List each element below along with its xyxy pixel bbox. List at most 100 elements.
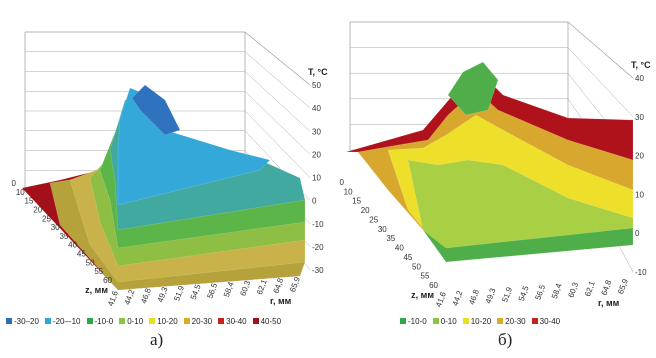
depth-tick-label: 20: [33, 205, 42, 214]
x-axis-label: r, мм: [270, 296, 292, 306]
legend-swatch: [462, 318, 469, 324]
x-tick-label: 60,3: [238, 279, 252, 297]
legend-label: -10-0: [408, 317, 427, 326]
z-tick-label: -30: [312, 266, 324, 275]
legend-item: -10-0: [400, 317, 427, 326]
legend-label: -10-0: [94, 317, 114, 326]
z-tick-label: 20: [312, 150, 321, 159]
depth-tick-label: 45: [77, 250, 86, 259]
x-tick-label: 58,4: [550, 282, 564, 300]
x-tick-label: 64,8: [600, 278, 614, 296]
legend-label: -20–-10: [52, 317, 81, 326]
x-tick-label: 41,6: [106, 289, 120, 307]
legend-swatch: [6, 318, 12, 324]
z-tick-label: 0: [635, 229, 640, 238]
x-tick-label: 56,5: [205, 281, 219, 299]
surface-band: [422, 227, 634, 263]
x-tick-label: 60,3: [566, 281, 580, 299]
legend-swatch: [119, 318, 126, 324]
depth-tick-label: 30: [51, 223, 60, 232]
legend-label: 10-20: [470, 317, 492, 326]
legend-item: 20-30: [497, 317, 526, 326]
legend-item: 40-50: [252, 317, 282, 326]
x-tick-label: 65,9: [288, 275, 302, 293]
x-tick-label: 65,9: [616, 277, 630, 295]
legend-swatch: [531, 318, 538, 324]
legend-label: 20-30: [191, 317, 213, 326]
gridline: [25, 91, 311, 155]
depth-tick-label: 50: [86, 258, 95, 267]
z-tick-label: 40: [312, 104, 321, 113]
z-tick-label: 30: [635, 113, 644, 122]
x-tick-label: 41,6: [434, 290, 448, 308]
x-tick-label: 49,3: [484, 287, 498, 305]
legend-swatch: [183, 318, 190, 324]
legend-label: 0-10: [127, 317, 144, 326]
depth-tick-label: 10: [344, 187, 353, 196]
gridline: [25, 71, 311, 132]
legend-swatch: [218, 318, 225, 324]
back-wall-edge: [350, 21, 634, 79]
depth-tick-label: 55: [94, 267, 103, 276]
depth-tick-label: 15: [352, 197, 361, 206]
panel-caption-b: б): [498, 330, 513, 349]
depth-tick-label: 35: [386, 234, 395, 243]
legend-swatch: [86, 318, 93, 324]
legend-swatch: [44, 318, 51, 324]
depth-tick-label: 45: [403, 253, 412, 262]
panel-caption-a: a): [150, 330, 164, 349]
legend-item: 30-40: [531, 317, 561, 326]
depth-tick-label: 35: [59, 232, 68, 241]
legend-item: -20–-10: [44, 317, 81, 326]
legend-label: 40-50: [260, 317, 282, 326]
x-tick-label: 54,5: [517, 284, 531, 302]
z-tick-label: 0: [312, 197, 317, 206]
surface-band: [131, 84, 181, 136]
depth-tick-label: 20: [361, 206, 370, 215]
depth-tick-label: 40: [68, 241, 77, 250]
z-tick-label: -10: [312, 220, 324, 229]
x-tick-label: 44,2: [123, 288, 137, 306]
legend-item: 10-20: [149, 317, 178, 326]
chart-panel-a: -30 -20 -10 0 10 20 30 40 50 T, °C 0 10 15 20 25 30 35 40…: [6, 31, 328, 349]
x-tick-label: 46,8: [467, 288, 481, 306]
x-tick-label: 44,2: [451, 289, 465, 307]
x-tick-label: 51,9: [172, 284, 186, 302]
legend-item: -30–20: [6, 317, 39, 326]
gridline: [350, 47, 634, 117]
depth-tick-label: 15: [25, 197, 34, 206]
legend-swatch: [252, 318, 259, 324]
x-axis-label: r, мм: [598, 298, 620, 308]
x-tick-label: 58,4: [222, 280, 236, 298]
depth-tick-label: 25: [42, 214, 51, 223]
legend-item: 0-10: [119, 317, 143, 326]
x-tick-label: 62,1: [255, 278, 269, 296]
legend-swatch: [149, 318, 156, 324]
legend-label: 30-40: [539, 317, 561, 326]
depth-axis-label: z, мм: [411, 290, 434, 300]
x-tick-label: 51,9: [500, 285, 514, 303]
depth-tick-label: 60: [103, 276, 112, 285]
depth-tick-label: 40: [395, 244, 404, 253]
legend-item: 20-30: [183, 317, 213, 326]
z-tick-label: -10: [635, 268, 647, 277]
x-tick-label: 62,1: [583, 279, 597, 297]
x-tick-label: 64,8: [272, 276, 286, 294]
legend-label: 30-40: [226, 317, 247, 326]
legend-item: 30-40: [218, 317, 247, 326]
x-tick-label: 46,8: [139, 287, 153, 305]
x-tick-label: 54,5: [189, 283, 203, 301]
legend-label: 10-20: [157, 317, 178, 326]
z-tick-label: 30: [312, 127, 321, 136]
depth-tick-label: 0: [12, 179, 17, 188]
legend-item: -10-0: [86, 317, 114, 326]
legend-swatch: [400, 318, 406, 324]
z-tick-label: 40: [635, 74, 644, 83]
legend-label: -30–20: [14, 317, 39, 326]
legend-a: -30–20 -20–-10 -10-0 0-10 10-20 20-30 30-40 40-…: [6, 317, 287, 326]
surface-band: [447, 61, 499, 116]
depth-tick-label: 0: [340, 178, 345, 187]
legend-swatch: [497, 318, 504, 324]
